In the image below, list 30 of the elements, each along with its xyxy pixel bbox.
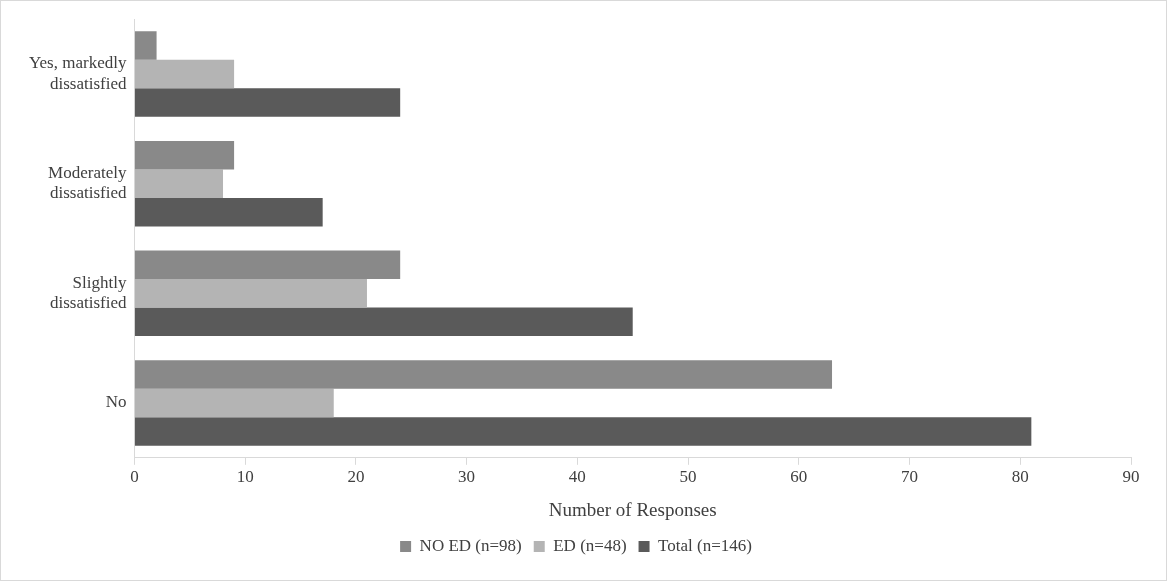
x-axis-title: Number of Responses xyxy=(548,498,717,520)
x-tick-label: 10 xyxy=(236,467,254,487)
x-tick-label: 40 xyxy=(568,467,586,487)
y-tick-label: Moderately dissatisfied xyxy=(48,162,127,203)
bar xyxy=(134,140,235,170)
legend-label: Total (n=146) xyxy=(658,535,752,555)
bar xyxy=(134,197,323,227)
y-tick-label: Yes, markedly dissatisfied xyxy=(29,53,127,93)
x-tick-label: 20 xyxy=(347,467,365,487)
bar xyxy=(134,279,367,308)
x-tick-label: 80 xyxy=(1011,467,1029,487)
x-tick-label: 30 xyxy=(458,467,476,487)
bar xyxy=(134,417,1032,446)
legend-label: NO ED (n=98) xyxy=(419,535,522,555)
bar xyxy=(134,169,224,198)
x-tick-label: 0 xyxy=(130,467,139,487)
bar xyxy=(134,88,401,117)
x-tick-label: 90 xyxy=(1122,467,1140,487)
x-tick-label: 60 xyxy=(790,467,808,487)
y-tick-label: Slightly dissatisfied xyxy=(49,272,127,312)
bar xyxy=(134,59,235,89)
x-tick-label: 50 xyxy=(679,467,697,487)
bar xyxy=(134,360,833,389)
bar xyxy=(134,388,334,418)
legend-label: ED (n=48) xyxy=(553,535,627,555)
x-tick-label: 70 xyxy=(901,467,919,487)
bar xyxy=(134,250,401,280)
y-tick-label: No xyxy=(105,392,127,412)
bar xyxy=(134,31,157,60)
bar xyxy=(134,307,633,337)
